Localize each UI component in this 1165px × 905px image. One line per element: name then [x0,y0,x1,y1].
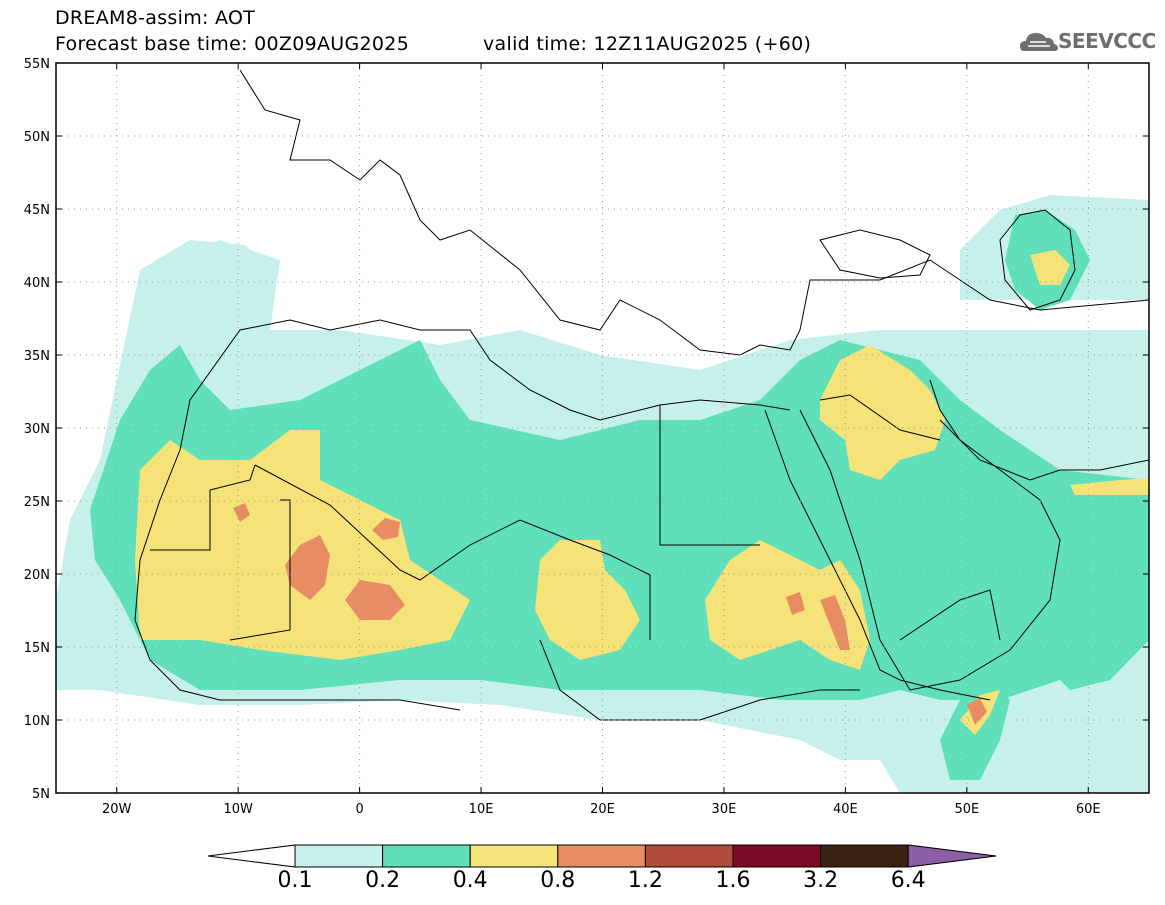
lon-label: 20E [590,802,615,817]
valid-time: valid time: 12Z11AUG2025 (+60) [483,33,812,55]
aot-level-0.1-west [140,240,270,340]
colorbar-label: 0.4 [452,868,488,893]
colorbar-min-arrow [207,844,296,868]
aot-level-0.4-chad [535,540,640,660]
border-libya-egypt [649,405,760,640]
colorbar-segment [557,844,646,868]
colorbar-label: 0.2 [365,868,401,893]
aot-level-0.8-mauritania [233,503,250,522]
lat-label: 40N [24,276,50,291]
aot-level-0.2-oman-sea [1040,540,1149,690]
coastline-black-sea [819,229,931,279]
aot-level-0.8-mali [285,535,330,600]
axis-ticks: 55N 50N 45N 40N 35N 30N 25N 20N 15N 10N 5N 20W 10W 0 1… [24,57,1149,817]
aot-level-0.4-caspian [1030,250,1070,285]
colorbar-segment [732,844,822,868]
lat-label: 35N [24,349,50,364]
border-arabia [819,394,1001,641]
aot-level-0.8-somalia [967,698,987,725]
aot-level-0.4-gulf [1070,478,1149,495]
coastline-persian-gulf [939,419,1149,481]
colorbar-segment [820,844,909,868]
colorbar-segment [644,844,734,868]
lat-label: 25N [24,495,50,510]
colorbar-segment [294,844,384,868]
lat-label: 50N [24,130,50,145]
lat-label: 10N [24,714,50,729]
lon-label: 50E [954,802,979,817]
lat-label: 5N [32,787,50,802]
aot-level-0.4-arabia [820,345,945,480]
colorbar-segment [469,844,559,868]
coastline-red-sea [764,409,991,701]
colorbar-label: 6.4 [890,868,926,893]
lat-label: 45N [24,203,50,218]
border-east-africa [539,639,860,721]
lon-label: 20W [102,802,132,817]
lat-label: 55N [24,57,50,72]
aot-level-0.8-eritrea [820,595,850,650]
graticule [56,63,1149,793]
aot-contour-fills [56,195,1149,793]
cloud-icon [1020,33,1058,51]
colorbar-label: 3.2 [803,868,839,893]
colorbar-segment [382,844,471,868]
aot-level-0.8-sudan [786,592,805,615]
aot-level-0.8-niger [372,518,400,540]
lat-label: 30N [24,422,50,437]
logo-text: SEEVCCC [1058,29,1156,53]
colorbar-label: 1.2 [627,868,663,893]
lon-label: 60E [1076,802,1101,817]
colorbar [207,844,997,868]
colorbar-label: 0.8 [540,868,576,893]
forecast-base-time: Forecast base time: 00Z09AUG2025 [55,33,410,55]
coastline-caspian [999,209,1076,311]
lat-label: 20N [24,568,50,583]
lon-label: 10W [223,802,253,817]
colorbar-label: 1.6 [715,868,751,893]
border-sahara-1 [254,464,651,581]
lon-label: 10E [469,802,494,817]
lon-label: 40E [833,802,858,817]
map-title: DREAM8-assim: AOT [55,7,256,29]
coastline-africa-north [179,319,791,451]
lon-label: 0 [355,802,363,817]
aot-level-0.4-sudan [705,540,870,670]
coastline-europe [239,69,1149,356]
coastline-arabia [799,379,1061,691]
colorbar-max-arrow [907,844,997,868]
colorbar-label: 0.1 [277,868,313,893]
border-sahara-2 [150,464,291,641]
lat-label: 15N [24,641,50,656]
lon-label: 30E [712,802,737,817]
